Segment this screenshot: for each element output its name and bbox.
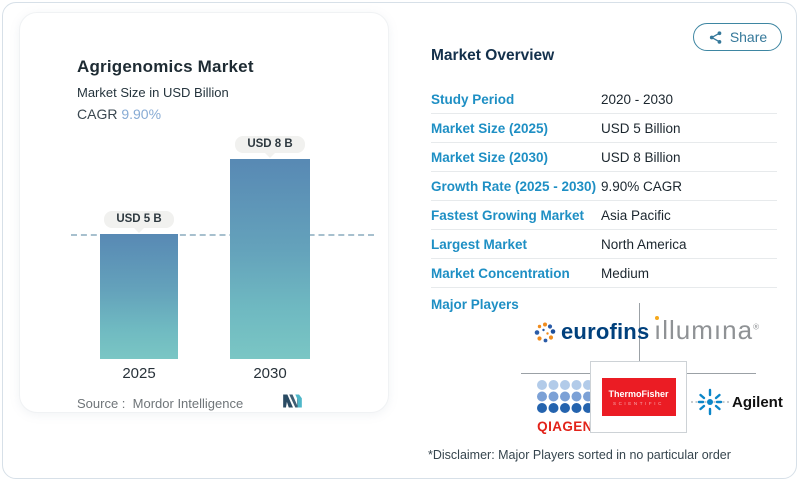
pill-caret <box>265 153 275 158</box>
tree-vertical-line <box>639 303 640 361</box>
source-label: Source : <box>77 396 126 411</box>
eurofins-wordmark: eurofins <box>561 319 650 344</box>
tree-horizontal-line-left <box>521 373 590 374</box>
illumina-first-letter: ı <box>654 315 663 345</box>
table-row: Market Concentration Medium <box>431 259 777 288</box>
row-label: Market Size (2025) <box>431 120 549 136</box>
tree-horizontal-line-right <box>687 373 756 374</box>
chart-subtitle: Market Size in USD Billion <box>77 85 229 100</box>
illumina-wordmark: llumına <box>662 315 754 345</box>
bar-2025 <box>100 234 178 359</box>
table-row: Largest Market North America <box>431 230 777 259</box>
bar-value-pill: USD 8 B <box>235 136 305 153</box>
illumina-logo: ıllumına® <box>654 315 760 346</box>
x-axis-label-2025: 2025 <box>122 365 156 382</box>
eurofins-logo: eurofins <box>534 319 649 345</box>
x-axis-label-2030: 2030 <box>253 365 287 382</box>
row-value: 2020 - 2030 <box>601 91 674 107</box>
source-value: Mordor Intelligence <box>132 396 244 411</box>
row-label: Study Period <box>431 91 515 107</box>
row-value: North America <box>601 236 687 252</box>
registered-mark: ® <box>753 322 760 332</box>
share-icon <box>709 30 722 44</box>
agilent-wordmark: Agilent <box>732 393 783 411</box>
share-button[interactable]: Share <box>693 23 782 51</box>
bar-value-pill: USD 5 B <box>104 211 174 228</box>
overview-table: Study Period 2020 - 2030 Market Size (20… <box>431 85 777 288</box>
thermofisher-wordmark: ThermoFisher <box>608 388 669 399</box>
qiagen-wordmark: QIAGEN <box>537 419 593 434</box>
row-label: Market Concentration <box>431 265 570 281</box>
row-value: USD 8 Billion <box>601 149 681 165</box>
table-row: Market Size (2030) USD 8 Billion <box>431 143 777 172</box>
thermofisher-logo: ThermoFisher SCIENTIFIC <box>601 378 676 416</box>
agilent-starburst-icon <box>691 388 729 416</box>
qiagen-logo: QIAGEN <box>534 380 596 434</box>
table-row: Growth Rate (2025 - 2030) 9.90% CAGR <box>431 172 777 201</box>
agilent-logo: Agilent <box>691 386 783 418</box>
source-attribution: Source : Mordor Intelligence <box>77 396 243 411</box>
row-label: Fastest Growing Market <box>431 207 585 223</box>
cagr-label: CAGR <box>77 106 118 122</box>
cagr-value: 9.90% <box>121 106 162 122</box>
pill-caret <box>134 228 144 233</box>
row-label: Growth Rate (2025 - 2030) <box>431 178 597 194</box>
overview-title: Market Overview <box>431 47 555 64</box>
chart-panel: Agrigenomics Market Market Size in USD B… <box>19 12 389 413</box>
thermofisher-logo-box: ThermoFisher SCIENTIFIC <box>590 361 687 433</box>
table-row: Fastest Growing Market Asia Pacific <box>431 201 777 230</box>
eurofins-swirl-icon <box>534 322 556 342</box>
dashed-threshold-line <box>71 234 374 236</box>
row-value: Medium <box>601 265 650 281</box>
row-value: 9.90% CAGR <box>601 178 683 194</box>
thermofisher-subtext: SCIENTIFIC <box>612 400 664 406</box>
bar-2030 <box>230 159 310 359</box>
major-players-label: Major Players <box>431 297 519 312</box>
row-value: USD 5 Billion <box>601 120 681 136</box>
row-value: Asia Pacific <box>601 207 671 223</box>
share-button-label: Share <box>729 29 768 45</box>
bar-column-2025: USD 5 B <box>99 211 179 359</box>
bar-column-2030: USD 8 B <box>230 136 310 359</box>
cagr-line: CAGR 9.90% <box>77 106 161 122</box>
row-label: Market Size (2030) <box>431 149 549 165</box>
mordor-intelligence-logo-icon <box>283 394 302 413</box>
table-row: Study Period 2020 - 2030 <box>431 85 777 114</box>
chart-title: Agrigenomics Market <box>77 57 254 76</box>
disclaimer-text: *Disclaimer: Major Players sorted in no … <box>428 448 731 462</box>
qiagen-dots-icon <box>537 380 593 413</box>
table-row: Market Size (2025) USD 5 Billion <box>431 114 777 143</box>
row-label: Largest Market <box>431 236 528 252</box>
